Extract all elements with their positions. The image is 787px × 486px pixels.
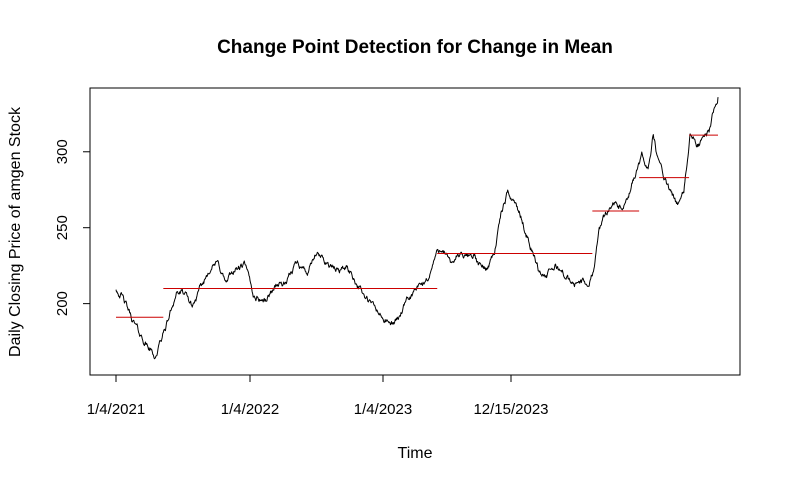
y-tick-label: 200 xyxy=(54,291,71,316)
y-axis-label: Daily Closing Price of amgen Stock xyxy=(7,106,24,357)
y-tick-label: 300 xyxy=(54,139,71,164)
y-tick-label: 250 xyxy=(54,215,71,240)
x-tick-label: 12/15/2023 xyxy=(473,401,548,418)
y-axis-ticks: 200 250 300 xyxy=(54,139,90,316)
x-tick-label: 1/4/2021 xyxy=(87,401,145,418)
chart-title: Change Point Detection for Change in Mea… xyxy=(217,37,613,58)
plot-frame xyxy=(89,87,741,376)
price-series-line xyxy=(115,97,719,360)
x-axis-ticks: 1/4/2021 1/4/2022 1/4/2023 12/15/2023 xyxy=(87,375,549,418)
x-tick-label: 1/4/2023 xyxy=(354,401,412,418)
series-layer xyxy=(115,97,719,360)
x-axis-label: Time xyxy=(398,445,433,462)
segment-means-layer xyxy=(116,134,718,318)
x-tick-label: 1/4/2022 xyxy=(221,401,279,418)
